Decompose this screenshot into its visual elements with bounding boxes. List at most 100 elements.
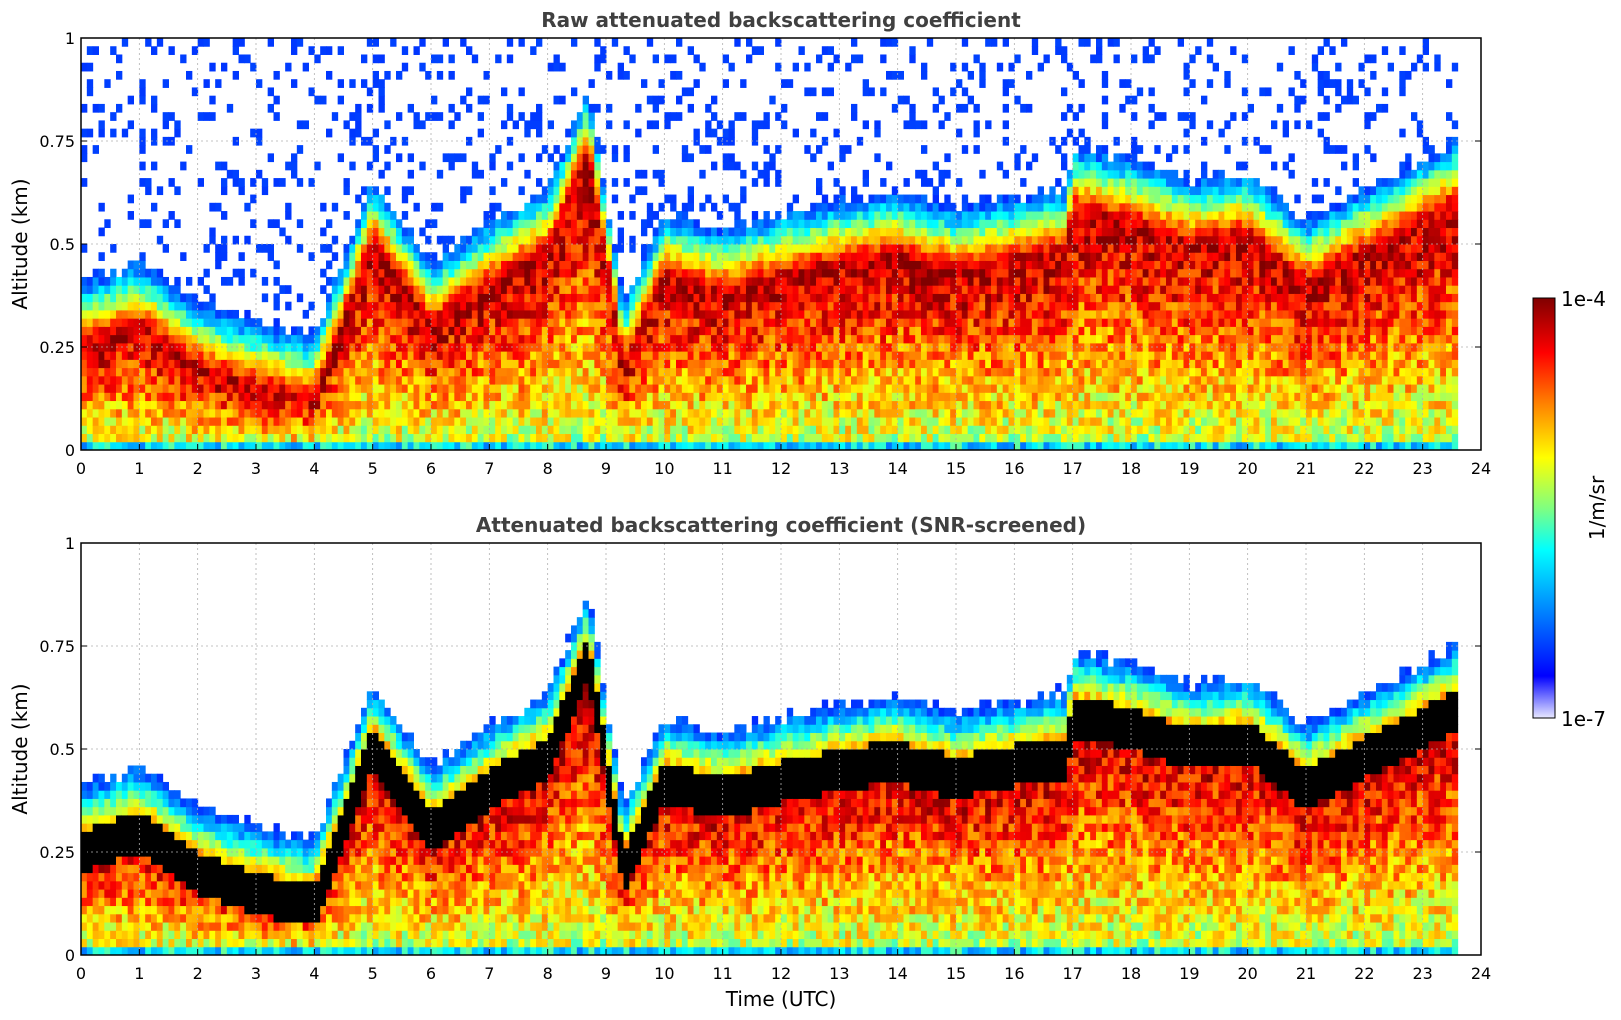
heatmap-cell [121, 38, 129, 47]
heatmap-cell [926, 367, 934, 377]
heatmap-cell [588, 79, 595, 88]
heatmap-cell [658, 318, 665, 327]
heatmap-cell [664, 384, 671, 393]
heatmap-cell [967, 211, 974, 220]
heatmap-cell [775, 334, 782, 344]
heatmap-cell [261, 342, 269, 352]
heatmap-cell [874, 375, 881, 385]
heatmap-cell [477, 367, 484, 377]
heatmap-cell [401, 375, 409, 385]
heatmap-cell [699, 392, 706, 402]
heatmap-cell [413, 441, 420, 451]
heatmap-cell [705, 194, 712, 204]
heatmap-cell [810, 309, 817, 319]
heatmap-cell [810, 351, 817, 360]
heatmap-cell [944, 293, 951, 303]
heatmap-cell [396, 235, 403, 245]
heatmap-cell [921, 326, 928, 336]
heatmap-cell [769, 276, 776, 286]
heatmap-cell [681, 87, 689, 97]
heatmap-cell [652, 433, 659, 443]
heatmap-cell [816, 359, 823, 369]
heatmap-cell [401, 62, 409, 72]
heatmap-cell [903, 268, 910, 278]
heatmap-cell [471, 342, 479, 352]
heatmap-cell [646, 252, 654, 261]
heatmap-cell [1020, 202, 1027, 212]
heatmap-cell [121, 342, 129, 352]
heatmap-cell [973, 301, 980, 311]
heatmap-cell [110, 244, 117, 253]
heatmap-cell [1008, 400, 1015, 410]
heatmap-cell [635, 285, 642, 294]
heatmap-cell [209, 227, 216, 237]
heatmap-cell [652, 227, 659, 237]
heatmap-cell [267, 417, 274, 426]
heatmap-cell [821, 194, 829, 204]
heatmap-cell [804, 252, 811, 261]
heatmap-cell [174, 375, 181, 385]
heatmap-cell [308, 351, 315, 360]
heatmap-cell [390, 260, 397, 270]
heatmap-cell [751, 227, 759, 237]
heatmap-cell [191, 87, 199, 97]
heatmap-cell [571, 334, 578, 344]
heatmap-cell [932, 318, 939, 327]
heatmap-cell [401, 235, 409, 245]
heatmap-cell [961, 293, 969, 303]
heatmap-cell [617, 309, 624, 319]
heatmap-cell [139, 128, 146, 138]
heatmap-cell [291, 425, 298, 435]
heatmap-cell [1002, 120, 1009, 130]
heatmap-cell [425, 112, 432, 121]
heatmap-cell [483, 318, 490, 327]
heatmap-cell [851, 260, 858, 270]
heatmap-cell [641, 367, 648, 377]
heatmap-cell [156, 318, 164, 327]
heatmap-cell [366, 441, 374, 451]
heatmap-cell [501, 293, 508, 303]
heatmap-cell [664, 268, 671, 278]
heatmap-cell [92, 441, 99, 451]
heatmap-cell [991, 227, 998, 237]
heatmap-cell [967, 425, 974, 435]
heatmap-cell [390, 211, 397, 220]
heatmap-cell [81, 62, 88, 72]
heatmap-cell [209, 408, 216, 418]
heatmap-cell [763, 359, 770, 369]
heatmap-cell [331, 235, 339, 245]
heatmap-cell [664, 276, 671, 286]
heatmap-cell [378, 244, 385, 253]
heatmap-cell [1026, 367, 1033, 377]
heatmap-cell [594, 375, 601, 385]
heatmap-cell [460, 318, 467, 327]
heatmap-cell [396, 285, 403, 294]
heatmap-cell [133, 433, 140, 443]
heatmap-cell [559, 260, 566, 270]
heatmap-cell [874, 384, 881, 393]
heatmap-cell [145, 384, 152, 393]
heatmap-cell [477, 318, 484, 327]
heatmap-cell [868, 326, 875, 336]
heatmap-cell [384, 441, 391, 451]
heatmap-cell [921, 342, 928, 352]
heatmap-cell [1031, 334, 1039, 344]
heatmap-cell [471, 359, 479, 369]
heatmap-cell [728, 128, 735, 138]
heatmap-cell [722, 318, 729, 327]
heatmap-cell [401, 268, 409, 278]
heatmap-cell [559, 276, 566, 286]
heatmap-cell [600, 252, 607, 261]
heatmap-cell [611, 375, 619, 385]
heatmap-cell [530, 227, 537, 237]
heatmap-cell [512, 285, 519, 294]
heatmap-cell [1020, 268, 1027, 278]
heatmap-cell [973, 235, 980, 245]
heatmap-cell [285, 375, 292, 385]
heatmap-cell [419, 62, 426, 72]
heatmap-cell [320, 408, 327, 418]
heatmap-cell [856, 244, 864, 253]
heatmap-cell [635, 367, 642, 377]
heatmap-cell [851, 276, 858, 286]
heatmap-cell [664, 227, 671, 237]
